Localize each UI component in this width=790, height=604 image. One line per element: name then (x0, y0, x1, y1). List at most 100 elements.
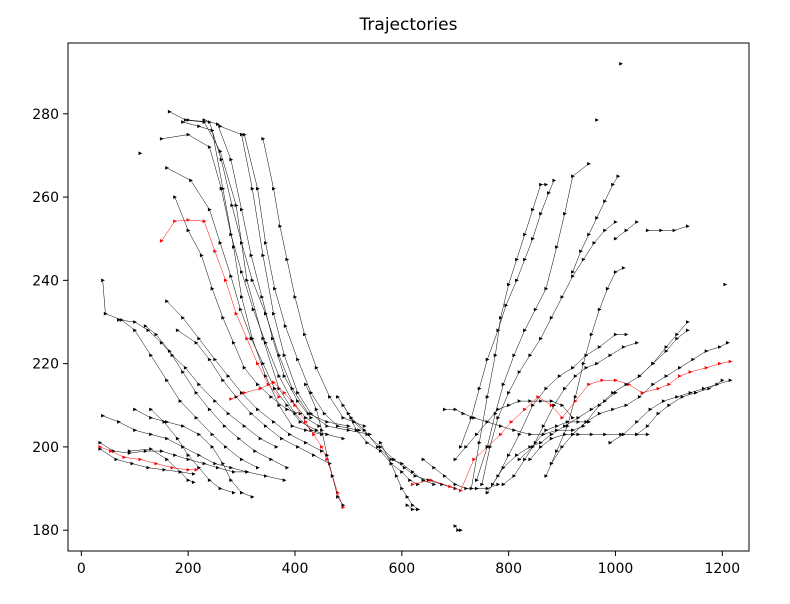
trajectory-point (117, 420, 121, 424)
trajectory-point (261, 361, 266, 366)
trajectory-point (354, 428, 359, 432)
trajectory-point (432, 482, 437, 487)
trajectory-point (277, 374, 282, 378)
trajectory-point (573, 374, 578, 378)
trajectory-line (99, 446, 197, 471)
trajectory-point (611, 407, 615, 412)
trajectory-point (298, 420, 303, 424)
trajectory-point (531, 207, 535, 212)
trajectory-point (218, 241, 223, 245)
trajectory-point (119, 318, 124, 322)
trajectory-point (541, 432, 546, 437)
trajectory-point (272, 186, 276, 191)
trajectory-point (675, 332, 680, 337)
trajectory-point (133, 428, 137, 432)
trajectory-point (165, 436, 169, 441)
trajectory-point (181, 120, 185, 124)
trajectory-point (539, 399, 543, 403)
trajectory-point (210, 128, 215, 133)
trajectory-series (453, 399, 575, 462)
trajectory-point (635, 220, 639, 224)
trajectory-point (702, 386, 706, 391)
trajectory-point (245, 278, 250, 283)
trajectory-point (256, 407, 260, 412)
trajectory-point (346, 424, 351, 428)
trajectory-point (456, 528, 461, 532)
trajectory-point (539, 182, 543, 187)
trajectory-point (421, 478, 426, 482)
trajectory-point (341, 416, 346, 420)
trajectory-point (320, 432, 324, 437)
trajectory-point (459, 445, 463, 449)
trajectory-point (261, 137, 266, 141)
trajectory-point (272, 420, 276, 424)
trajectory-point (512, 474, 517, 478)
trajectory-series (159, 132, 322, 428)
trajectory-series (459, 178, 557, 449)
trajectory-point (539, 336, 543, 341)
trajectory-point (544, 286, 549, 291)
trajectory-point (659, 228, 664, 233)
trajectory-point (173, 195, 177, 199)
trajectory-point (576, 416, 581, 420)
trajectory-point (509, 420, 514, 424)
x-tick-label: 600 (388, 561, 415, 577)
trajectory-point (477, 440, 482, 445)
trajectory-point (517, 432, 522, 437)
trajectory-point (640, 391, 645, 395)
trajectory-point (272, 380, 276, 385)
trajectory-point (143, 449, 148, 453)
trajectory-point (278, 224, 283, 228)
trajectory-point (232, 490, 236, 495)
trajectory-point (459, 488, 463, 493)
trajectory-point (320, 445, 324, 449)
trajectory-point (314, 428, 319, 432)
trajectory-point (269, 395, 274, 399)
trajectory-point (207, 407, 212, 412)
trajectory-point (461, 411, 466, 416)
trajectory-point (197, 382, 202, 387)
trajectory-point (221, 316, 226, 320)
trajectory-line (102, 280, 258, 468)
trajectory-point (378, 445, 383, 449)
trajectory-point (539, 211, 543, 216)
trajectory-point (341, 436, 346, 441)
trajectory-point (472, 457, 477, 462)
trajectory-point (579, 249, 583, 253)
trajectory-point (613, 220, 618, 224)
trajectory-point (210, 286, 215, 291)
trajectory-point (368, 432, 372, 437)
trajectory-point (581, 257, 586, 262)
trajectory-point (584, 366, 589, 370)
trajectory-point (256, 361, 260, 366)
trajectory-point (175, 436, 180, 441)
trajectory-point (207, 357, 212, 362)
trajectory-point (191, 480, 196, 485)
trajectory-point (499, 424, 503, 428)
trajectory-point (159, 239, 164, 243)
trajectory-point (512, 353, 517, 358)
trajectory-point (552, 403, 557, 408)
trajectory-point (264, 341, 268, 345)
trajectory-point (186, 457, 191, 462)
trajectory-point (272, 311, 276, 316)
trajectory-point (186, 218, 191, 222)
trajectory-point (517, 370, 522, 374)
trajectory-point (159, 449, 164, 453)
trajectory-point (723, 282, 728, 287)
trajectory-point (173, 453, 177, 457)
trajectory-point (541, 424, 546, 428)
trajectory-point (571, 270, 575, 274)
trajectory-point (499, 432, 503, 437)
trajectory-point (288, 432, 292, 437)
trajectory-point (304, 416, 308, 420)
trajectory-point (256, 186, 260, 191)
trajectory-point (269, 457, 274, 462)
trajectory-point (544, 474, 549, 478)
trajectory-point (595, 118, 599, 122)
y-tick-label: 240 (32, 273, 59, 289)
trajectory-point (565, 420, 570, 424)
trajectory-point (501, 482, 506, 487)
